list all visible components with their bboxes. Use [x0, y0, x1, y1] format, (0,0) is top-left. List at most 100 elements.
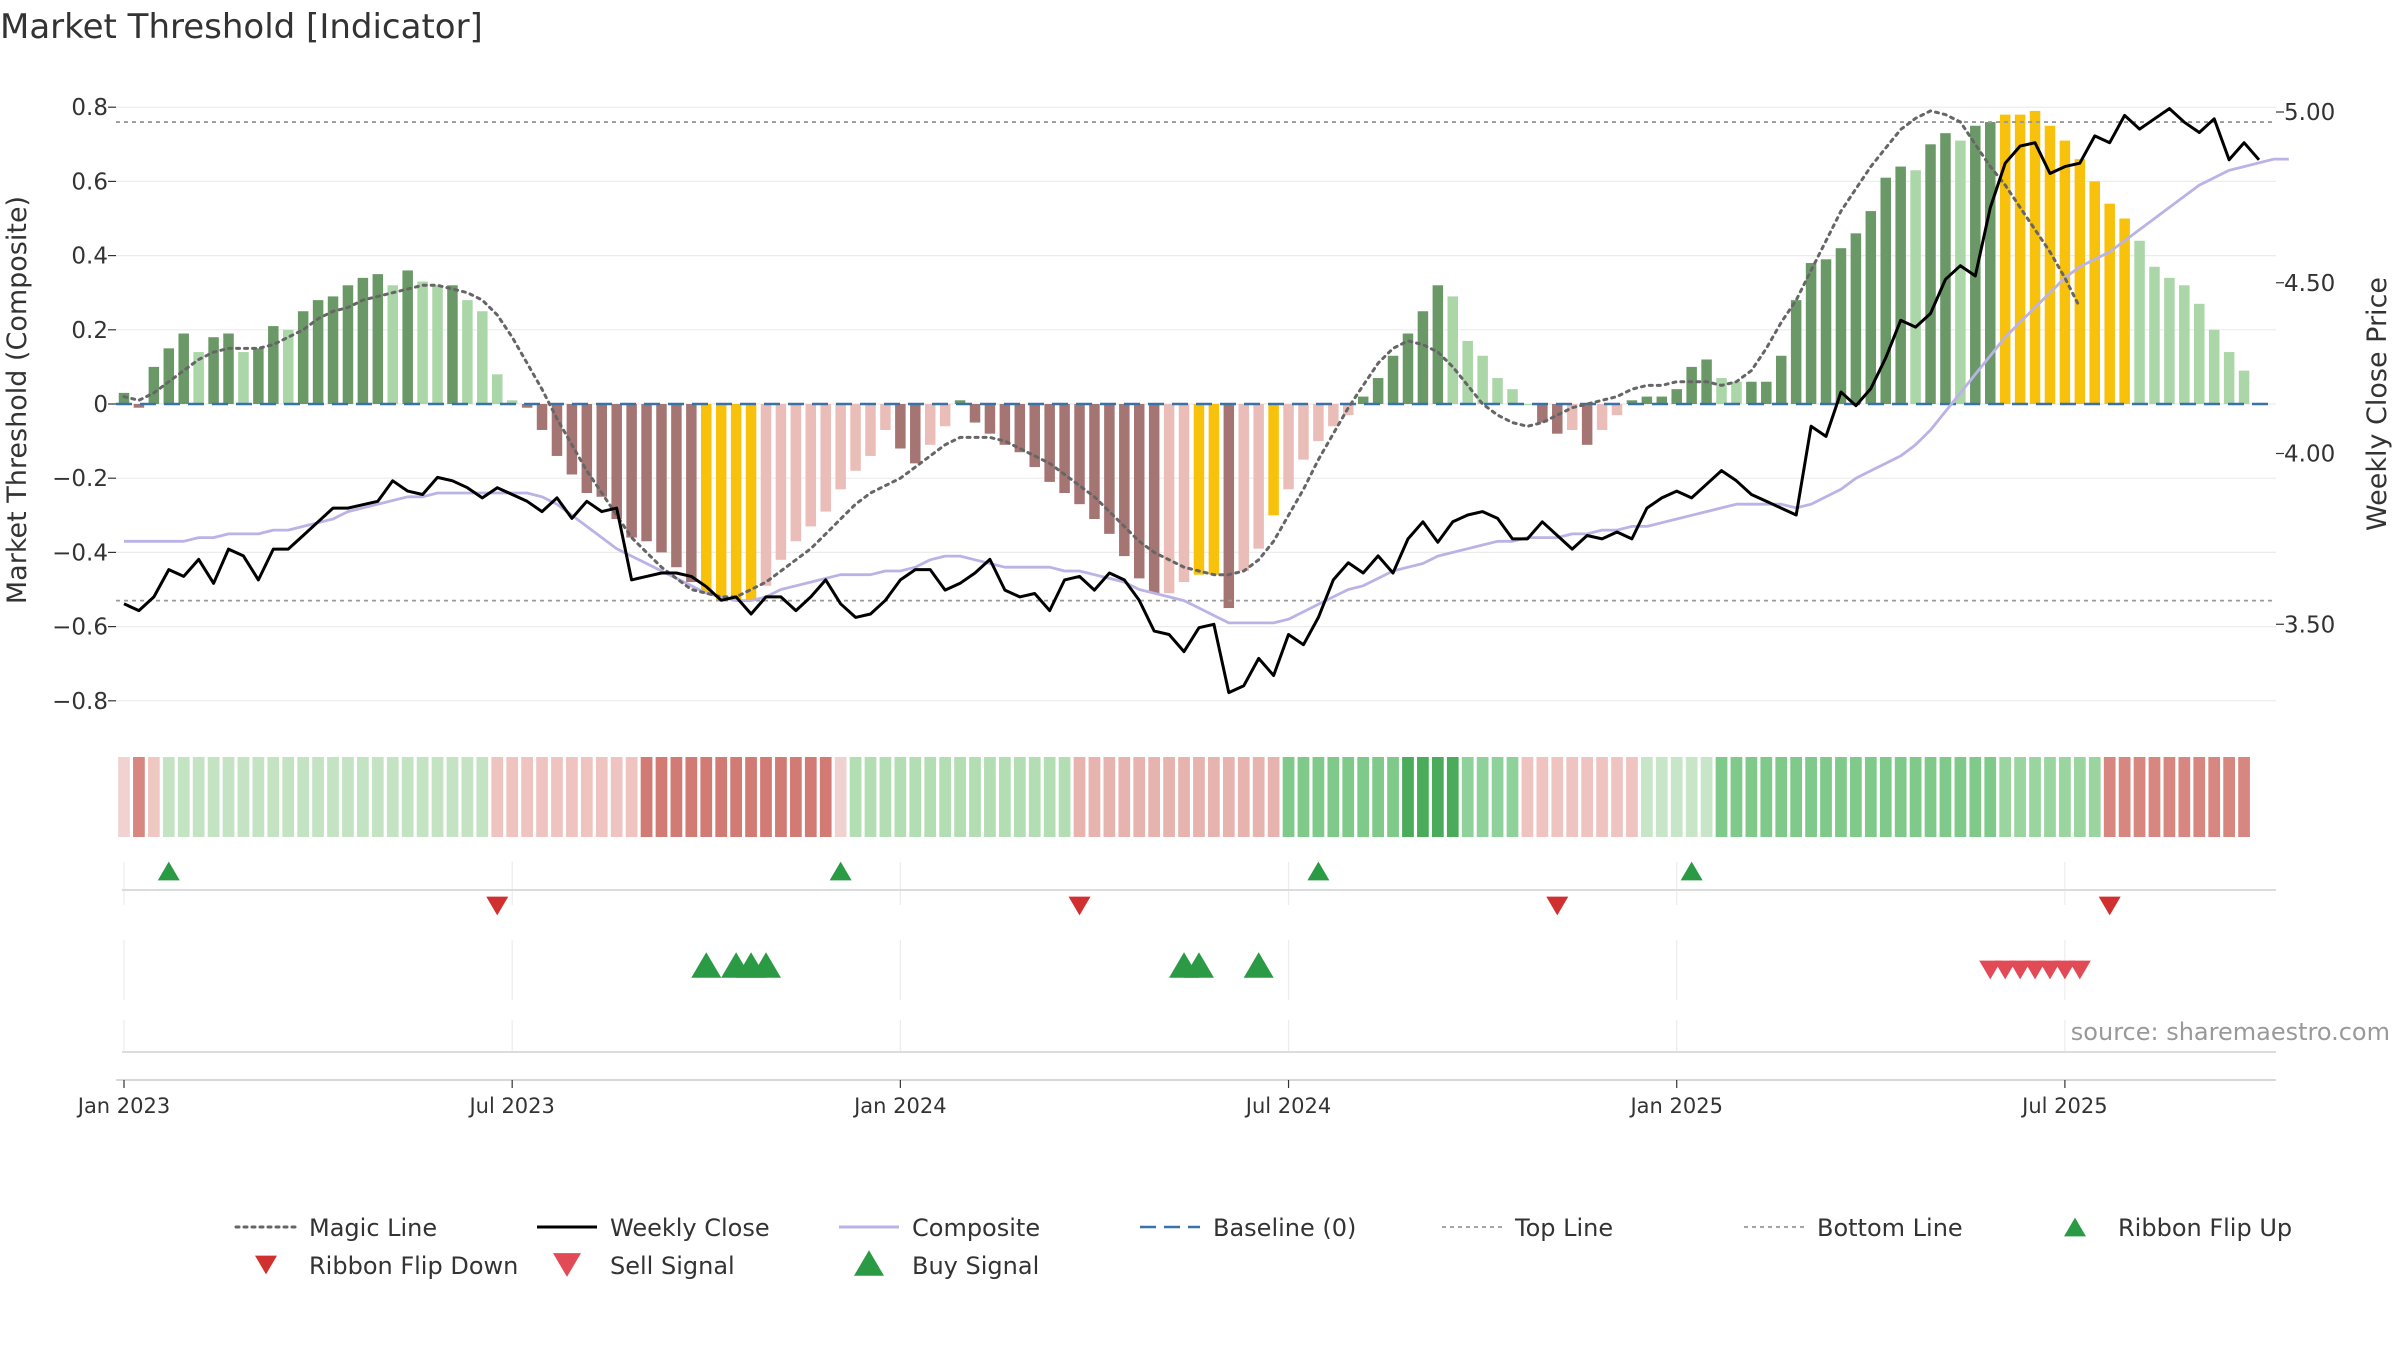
- ribbon-cell: [252, 757, 265, 837]
- histogram-bar: [671, 404, 682, 568]
- histogram-bar: [969, 404, 981, 423]
- ribbon-cell: [1476, 757, 1489, 837]
- sell-signal-marker: [2068, 960, 2091, 980]
- histogram-bar: [312, 300, 324, 404]
- ribbon-cell: [1088, 757, 1101, 837]
- legend-label: Ribbon Flip Up: [2118, 1214, 2292, 1242]
- histogram-bar: [1119, 404, 1130, 557]
- ribbon-cell: [2029, 757, 2041, 837]
- ribbon-cell: [610, 757, 623, 837]
- histogram-bar: [2014, 114, 2026, 405]
- ribbon-cell: [1461, 757, 1474, 837]
- ribbon-cell: [1163, 757, 1175, 837]
- histogram-bar: [596, 404, 608, 497]
- legend-label: Weekly Close: [610, 1214, 770, 1242]
- ribbon-cell: [1864, 757, 1877, 837]
- ribbon-cell: [1222, 757, 1235, 837]
- ribbon-cell: [2014, 757, 2026, 837]
- y-axis-label-left: Market Threshold (Composite): [2, 196, 33, 604]
- ribbon-cell: [1193, 757, 1205, 837]
- ribbon-cell: [1446, 757, 1459, 837]
- ribbon-cell: [1058, 757, 1071, 837]
- histogram-bar: [1716, 378, 1727, 404]
- legend-swatch: [854, 1250, 884, 1276]
- ribbon-flip-down-marker: [1068, 896, 1091, 916]
- histogram-bar: [1432, 285, 1444, 404]
- ribbon-cell: [446, 757, 459, 837]
- histogram-bar: [865, 404, 876, 456]
- buy-signal-marker: [691, 952, 722, 978]
- axes: 0.8 0.6 0.4 0.2 0 −0.2 −0.4 −0.6 −0.8 5.00 4.50 4.0…: [52, 95, 2335, 715]
- histogram-bar: [611, 404, 622, 520]
- ribbon-flip-up-marker: [1680, 861, 1703, 881]
- ribbon-cell: [984, 757, 996, 837]
- histogram-bar: [1417, 311, 1429, 404]
- histogram-bar: [387, 285, 398, 404]
- ribbon-cell: [1521, 757, 1534, 837]
- ribbon-cell: [1013, 757, 1026, 837]
- ribbon-cell: [416, 757, 429, 837]
- histogram-bar: [1671, 389, 1682, 404]
- sell-signal-marker: [2009, 960, 2032, 980]
- y-axis-label-right: Weekly Close Price: [2362, 277, 2393, 531]
- histogram-bar: [1447, 296, 1459, 404]
- histogram-bar: [895, 404, 906, 449]
- histogram-bar: [1298, 404, 1309, 460]
- sell-signal-marker: [1979, 960, 2002, 980]
- histogram-bar: [924, 404, 936, 445]
- histogram-bar: [2134, 240, 2145, 404]
- ribbon-cell: [1327, 757, 1340, 837]
- histogram-bar: [238, 352, 249, 404]
- ribbon-cell: [1431, 757, 1444, 837]
- ribbon-cell: [2133, 757, 2146, 837]
- ribbon-cell: [2163, 757, 2176, 837]
- ribbon-cell: [1252, 757, 1265, 837]
- ribbon-cell: [1148, 757, 1161, 837]
- y-tick-label: 0.2: [71, 318, 108, 344]
- sell-signal-marker: [2053, 960, 2076, 980]
- ribbon-cell: [1670, 757, 1683, 837]
- y2-tick-label: 5.00: [2284, 100, 2335, 126]
- histogram-bar: [1805, 263, 1817, 404]
- ribbon-cell: [267, 757, 280, 837]
- ribbon-cell: [476, 757, 489, 837]
- histogram-bar: [223, 333, 234, 404]
- ribbon-cell: [147, 757, 160, 837]
- histogram-bar: [1761, 381, 1772, 404]
- histogram-bar: [2194, 303, 2205, 404]
- histogram-bar: [1402, 333, 1414, 404]
- histogram-bar: [208, 337, 219, 404]
- sell-signal-marker: [1994, 960, 2017, 980]
- legend-item: Weekly Close: [537, 1214, 770, 1242]
- histogram-bar: [1208, 404, 1220, 575]
- histogram-bar: [2074, 159, 2086, 404]
- source-credit: source: sharemaestro.com: [2071, 1018, 2390, 1046]
- histogram-bar: [163, 348, 175, 404]
- y-tick-label: 0.4: [71, 244, 108, 270]
- ribbon-cell: [775, 757, 787, 837]
- ribbon-cell: [879, 757, 892, 837]
- signal-rows: [122, 861, 2276, 1053]
- histogram-bar: [2119, 218, 2130, 404]
- ribbon-cell: [1924, 757, 1937, 837]
- ribbon-cell: [730, 757, 742, 837]
- chart-title: Market Threshold [Indicator]: [0, 7, 483, 47]
- legend-swatch: [553, 1253, 581, 1277]
- histogram-bar: [656, 404, 667, 553]
- histogram-bar: [835, 404, 846, 490]
- ribbon-cell: [2223, 757, 2235, 837]
- ribbon-cell: [715, 757, 728, 837]
- ribbon-cell: [162, 757, 175, 837]
- legend-item: Ribbon Flip Down: [255, 1252, 518, 1280]
- legend-item: Bottom Line: [1744, 1214, 1963, 1242]
- ribbon-cell: [401, 757, 414, 837]
- ribbon-cell: [834, 757, 847, 837]
- ribbon: [118, 757, 2250, 837]
- ribbon-cell: [1178, 757, 1190, 837]
- ribbon-cell: [789, 757, 802, 837]
- ribbon-cell: [431, 757, 444, 837]
- histogram-bar: [1268, 404, 1279, 516]
- histogram-bar: [1283, 404, 1294, 490]
- ribbon-cell: [1402, 757, 1414, 837]
